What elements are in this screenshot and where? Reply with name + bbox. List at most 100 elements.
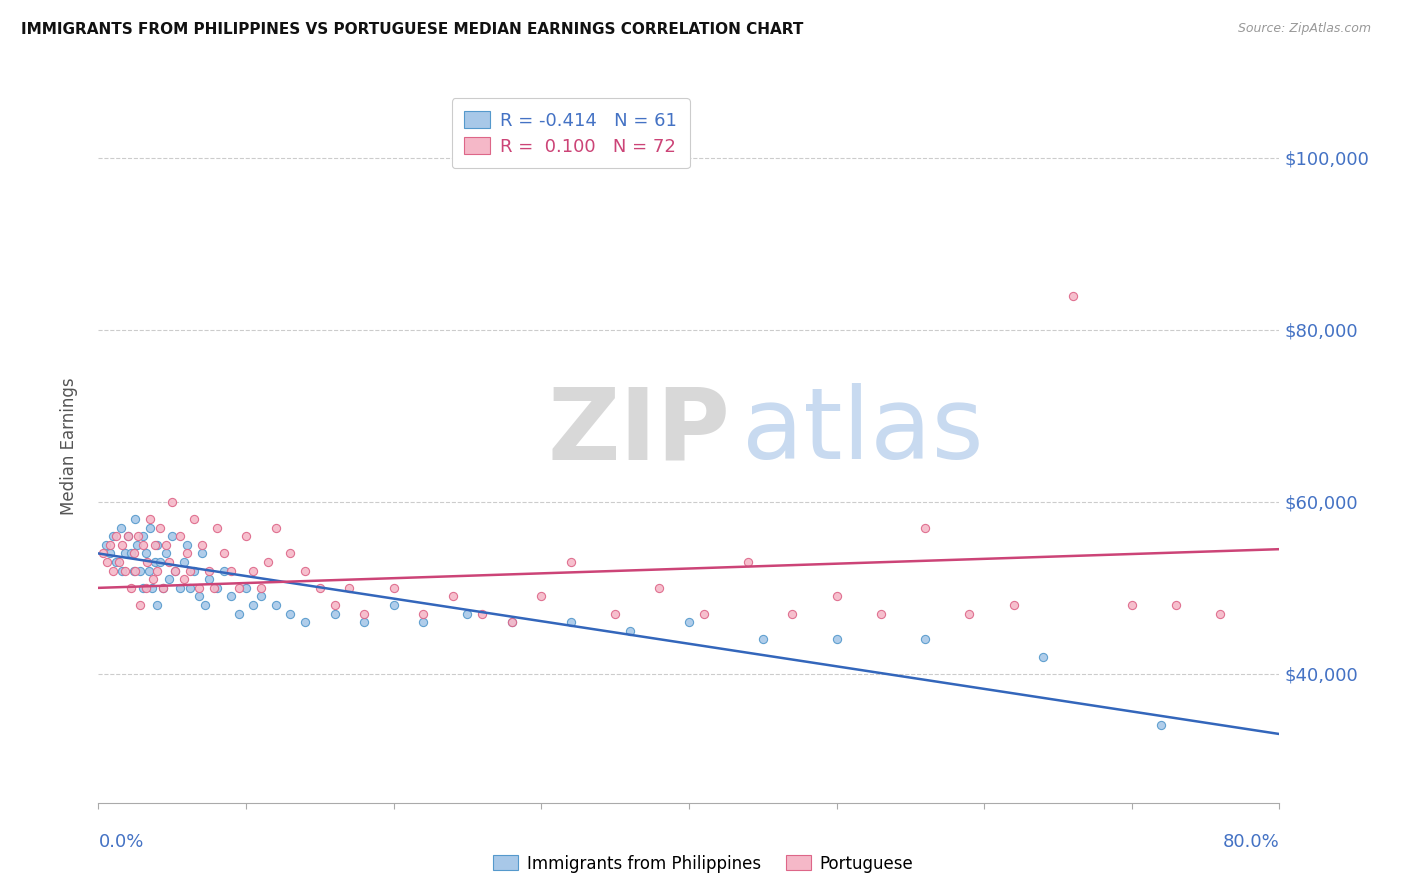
Point: [149, 521, 172, 535]
Point: [120, 546, 142, 560]
Point: [1062, 288, 1084, 302]
Text: 0.0%: 0.0%: [98, 833, 143, 851]
Point: [128, 564, 150, 578]
Point: [619, 624, 641, 638]
Point: [1209, 607, 1232, 621]
Point: [530, 590, 553, 604]
Point: [205, 581, 228, 595]
Point: [141, 581, 163, 595]
Point: [441, 590, 464, 604]
Point: [280, 607, 302, 621]
Point: [179, 581, 201, 595]
Legend: Immigrants from Philippines, Portuguese: Immigrants from Philippines, Portuguese: [486, 848, 920, 880]
Point: [103, 564, 125, 578]
Point: [103, 529, 125, 543]
Point: [155, 546, 177, 560]
Point: [165, 564, 187, 578]
Point: [457, 607, 479, 621]
Point: [678, 615, 700, 630]
Point: [242, 564, 264, 578]
Point: [124, 512, 146, 526]
Point: [782, 607, 804, 621]
Point: [648, 581, 671, 595]
Y-axis label: Median Earnings: Median Earnings: [59, 377, 77, 515]
Point: [173, 572, 195, 586]
Point: [117, 529, 139, 543]
Point: [120, 581, 142, 595]
Point: [135, 546, 157, 560]
Point: [825, 590, 848, 604]
Point: [264, 598, 287, 612]
Point: [339, 581, 361, 595]
Point: [122, 546, 145, 560]
Point: [176, 546, 198, 560]
Point: [560, 555, 582, 569]
Point: [198, 572, 221, 586]
Point: [162, 529, 183, 543]
Point: [212, 564, 235, 578]
Point: [242, 598, 264, 612]
Point: [212, 546, 235, 560]
Point: [114, 546, 136, 560]
Point: [176, 538, 198, 552]
Point: [914, 521, 936, 535]
Point: [250, 590, 273, 604]
Point: [323, 598, 346, 612]
Text: ZIP: ZIP: [547, 384, 730, 480]
Point: [122, 564, 145, 578]
Point: [152, 581, 174, 595]
Text: atlas: atlas: [742, 384, 984, 480]
Point: [870, 607, 893, 621]
Point: [173, 555, 195, 569]
Point: [152, 581, 174, 595]
Point: [1166, 598, 1188, 612]
Point: [257, 555, 280, 569]
Point: [157, 572, 180, 586]
Point: [169, 529, 191, 543]
Point: [1121, 598, 1143, 612]
Point: [560, 615, 582, 630]
Point: [1150, 718, 1173, 732]
Point: [125, 538, 148, 552]
Point: [914, 632, 936, 647]
Text: Source: ZipAtlas.com: Source: ZipAtlas.com: [1237, 22, 1371, 36]
Point: [382, 598, 405, 612]
Point: [280, 546, 302, 560]
Point: [142, 572, 165, 586]
Point: [187, 581, 209, 595]
Point: [94, 538, 117, 552]
Point: [128, 598, 150, 612]
Point: [111, 564, 134, 578]
Point: [117, 529, 139, 543]
Text: IMMIGRANTS FROM PHILIPPINES VS PORTUGUESE MEDIAN EARNINGS CORRELATION CHART: IMMIGRANTS FROM PHILIPPINES VS PORTUGUES…: [21, 22, 803, 37]
Point: [309, 581, 332, 595]
Point: [183, 512, 205, 526]
Point: [412, 615, 434, 630]
Point: [294, 615, 316, 630]
Point: [155, 538, 177, 552]
Point: [825, 632, 848, 647]
Point: [105, 529, 128, 543]
Point: [228, 607, 250, 621]
Point: [179, 564, 201, 578]
Point: [146, 564, 169, 578]
Point: [250, 581, 273, 595]
Point: [98, 546, 121, 560]
Point: [235, 529, 257, 543]
Point: [194, 598, 217, 612]
Legend: R = -0.414   N = 61, R =  0.100   N = 72: R = -0.414 N = 61, R = 0.100 N = 72: [451, 98, 690, 169]
Point: [191, 538, 214, 552]
Point: [737, 555, 759, 569]
Point: [959, 607, 981, 621]
Point: [471, 607, 494, 621]
Point: [132, 581, 155, 595]
Point: [412, 607, 434, 621]
Point: [136, 555, 159, 569]
Point: [149, 555, 172, 569]
Point: [693, 607, 716, 621]
Point: [169, 581, 191, 595]
Point: [139, 512, 162, 526]
Point: [202, 581, 225, 595]
Point: [138, 564, 160, 578]
Point: [205, 521, 228, 535]
